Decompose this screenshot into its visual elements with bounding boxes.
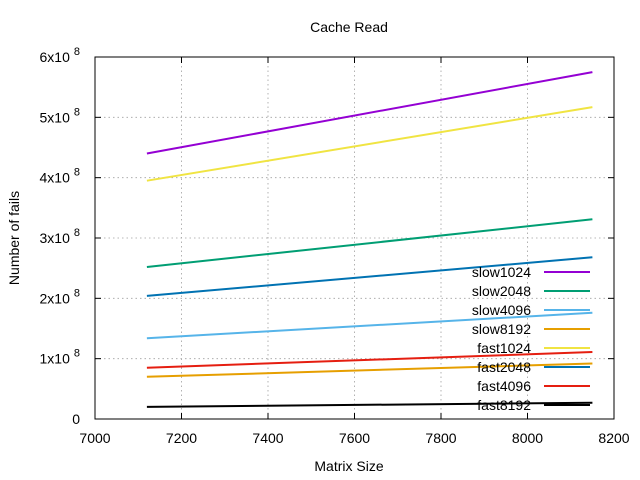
series-line-slow1024 bbox=[146, 71, 593, 155]
legend-label-fast4096: fast4096 bbox=[477, 378, 531, 394]
y-tick-label: 6x10 8 bbox=[40, 46, 80, 65]
x-tick-labels: 7000 7200 7400 7600 7800 8000 8200 bbox=[79, 430, 629, 446]
y-tick-label: 2x10 8 bbox=[40, 287, 80, 306]
x-tick-label: 7800 bbox=[425, 430, 456, 446]
legend-label-slow1024: slow1024 bbox=[472, 264, 531, 280]
x-tick-label: 7400 bbox=[252, 430, 283, 446]
y-tick-label: 0 bbox=[72, 411, 80, 427]
series-line-slow8192 bbox=[146, 362, 593, 378]
axis-ticks bbox=[94, 56, 615, 420]
y-tick-label: 5x10 8 bbox=[40, 106, 80, 125]
y-tick-label: 3x10 8 bbox=[40, 227, 80, 246]
legend-label-fast2048: fast2048 bbox=[477, 359, 531, 375]
x-axis-label: Matrix Size bbox=[314, 458, 383, 474]
x-tick-label: 7000 bbox=[79, 430, 110, 446]
series-line-slow4096 bbox=[146, 311, 593, 340]
y-axis-label: Number of fails bbox=[6, 191, 22, 285]
series-line-fast1024 bbox=[146, 106, 593, 182]
legend: slow1024 slow2048 slow4096 slow8192 fast1024… bbox=[472, 264, 590, 413]
x-tick-label: 8200 bbox=[598, 430, 629, 446]
series-line-fast8192 bbox=[146, 401, 593, 408]
series-line-fast2048 bbox=[146, 256, 593, 297]
series-line-fast4096 bbox=[146, 351, 593, 369]
x-tick-label: 7600 bbox=[339, 430, 370, 446]
series-line-slow2048 bbox=[146, 218, 593, 268]
x-tick-label: 8000 bbox=[512, 430, 543, 446]
y-tick-labels: 0 1x10 8 2x10 8 3x10 8 4x10 8 5x10 8 6x10 8 bbox=[40, 46, 81, 427]
x-tick-label: 7200 bbox=[166, 430, 197, 446]
y-tick-label: 1x10 8 bbox=[40, 348, 80, 367]
legend-label-slow2048: slow2048 bbox=[472, 283, 531, 299]
legend-label-fast8192: fast8192 bbox=[477, 397, 531, 413]
legend-label-fast1024: fast1024 bbox=[477, 340, 531, 356]
y-tick-label: 4x10 8 bbox=[40, 167, 80, 186]
legend-label-slow4096: slow4096 bbox=[472, 302, 531, 318]
series-lines bbox=[146, 71, 593, 408]
legend-label-slow8192: slow8192 bbox=[472, 321, 531, 337]
chart-title: Cache Read bbox=[310, 19, 388, 35]
